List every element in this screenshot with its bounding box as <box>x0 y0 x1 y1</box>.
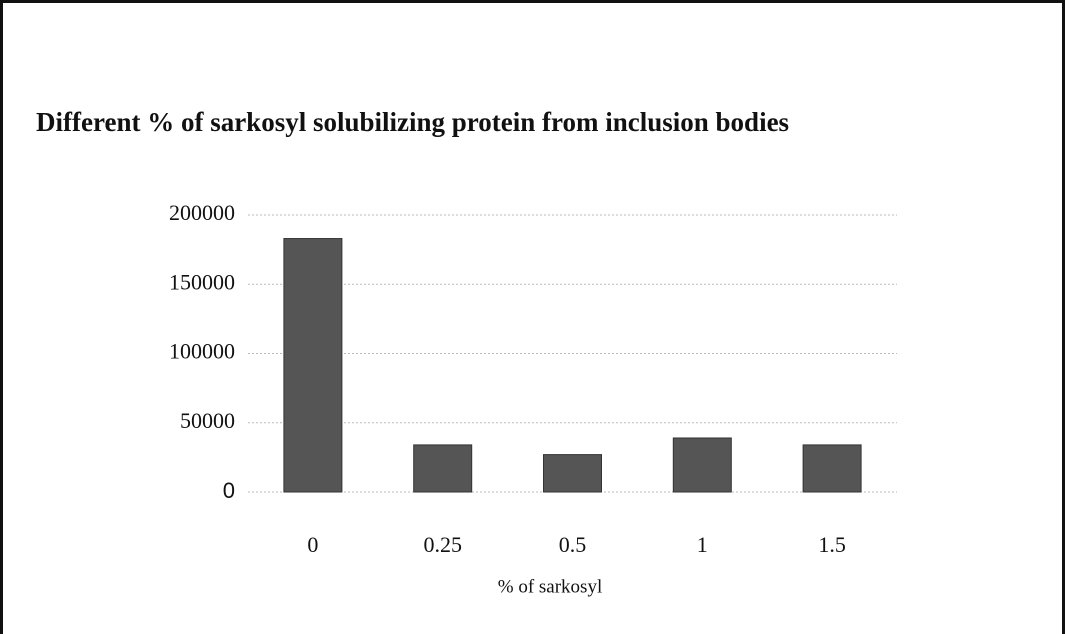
bar <box>672 437 732 493</box>
x-tick-label: 0.5 <box>559 532 587 557</box>
y-tick-label: 150000 <box>169 269 235 294</box>
x-axis-label: % of sarkosyl <box>498 576 602 597</box>
bar <box>543 454 602 493</box>
x-tick-label: 1 <box>697 532 708 557</box>
bar <box>283 238 343 493</box>
x-tick-label: 1.5 <box>818 532 846 557</box>
y-tick-label: 0 <box>223 478 235 503</box>
chart-title: Different % of sarkosyl solubilizing pro… <box>36 107 789 137</box>
x-tick-label: 0 <box>307 532 318 557</box>
bar <box>413 444 473 493</box>
y-tick-label: 50000 <box>180 408 235 433</box>
y-tick-label: 100000 <box>169 339 235 364</box>
bar <box>802 444 862 493</box>
x-tick-label: 0.25 <box>423 532 462 557</box>
y-tick-label: 200000 <box>169 200 235 225</box>
